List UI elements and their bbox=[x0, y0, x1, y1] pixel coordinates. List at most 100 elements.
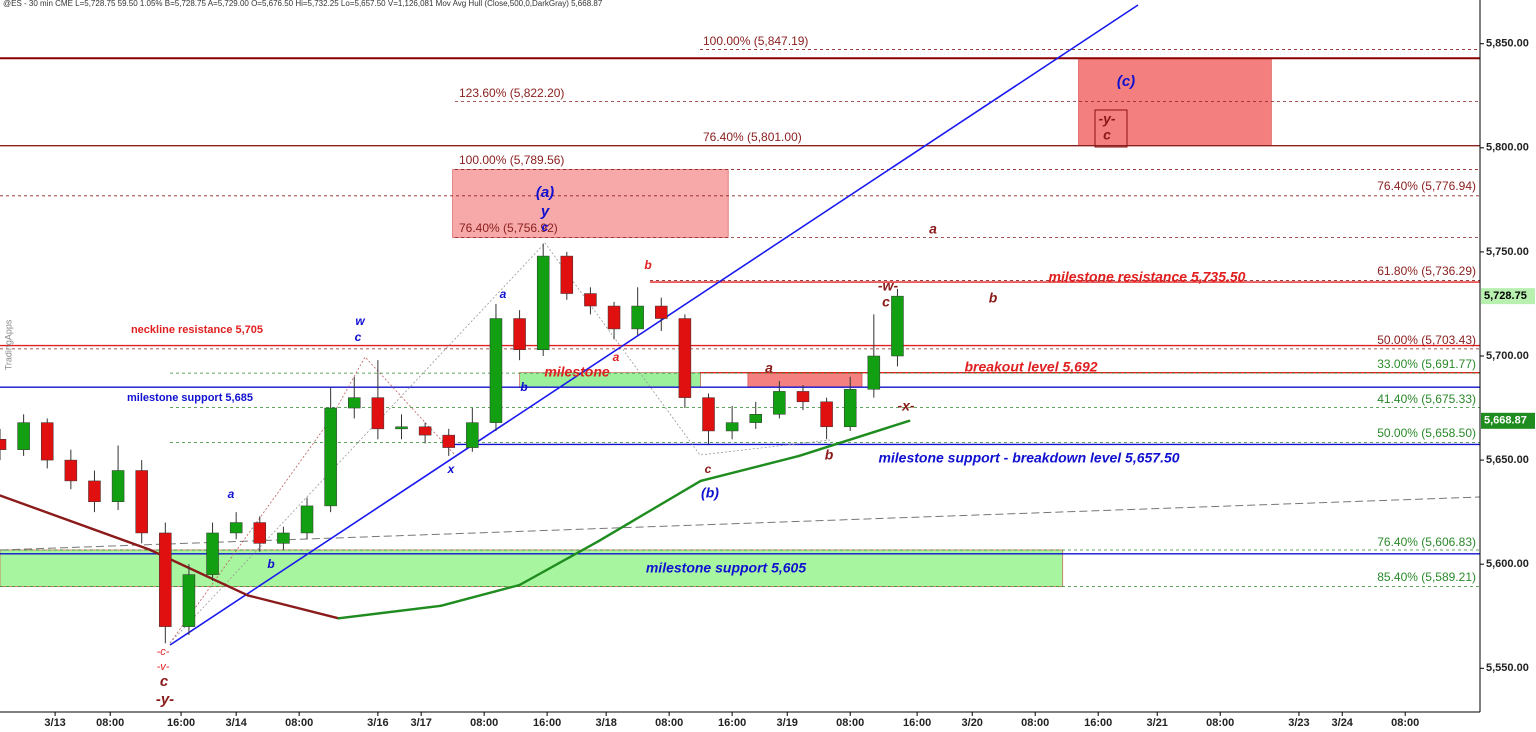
wave-label: b bbox=[520, 380, 527, 394]
candle-body bbox=[88, 480, 101, 502]
x-tick-label: 08:00 bbox=[655, 717, 683, 729]
y-tick-label: 5,550.00 bbox=[1486, 662, 1529, 674]
candle-body bbox=[489, 318, 503, 423]
wave-label: (c) bbox=[1117, 73, 1135, 90]
wave-label: b bbox=[989, 290, 998, 306]
zones bbox=[0, 57, 1272, 587]
level-label: milestone support - breakdown level 5,65… bbox=[878, 450, 1179, 466]
x-tick-label: 3/17 bbox=[410, 717, 431, 729]
candle-body bbox=[796, 391, 810, 403]
y-tick-label: 5,850.00 bbox=[1486, 38, 1529, 50]
wave-label: a bbox=[929, 221, 937, 237]
candles bbox=[0, 243, 904, 644]
level-label: 85.40% (5,589.21) bbox=[1377, 570, 1476, 584]
level-label: neckline resistance 5,705 bbox=[131, 324, 263, 336]
y-tick-label: 5,800.00 bbox=[1486, 142, 1529, 154]
level-label: milestone support 5,605 bbox=[646, 560, 806, 576]
level-label: 76.40% (5,801.00) bbox=[703, 130, 802, 144]
wave-label: -v- bbox=[157, 661, 170, 673]
candle-body bbox=[64, 459, 78, 482]
candle-body bbox=[300, 505, 314, 534]
wave-label: y bbox=[540, 203, 550, 220]
candle-body bbox=[749, 414, 762, 423]
candle-body bbox=[0, 439, 7, 450]
zone bbox=[0, 549, 1064, 587]
y-tick-label: 5,700.00 bbox=[1486, 350, 1529, 362]
price-tag-label: 5,728.75 bbox=[1484, 290, 1527, 302]
watermark: TradingApps bbox=[3, 319, 13, 370]
candle-body bbox=[135, 470, 148, 534]
candle-body bbox=[891, 295, 904, 357]
x-tick-label: 16:00 bbox=[1084, 717, 1112, 729]
wave-label: a bbox=[765, 360, 773, 376]
x-tick-label: 16:00 bbox=[903, 717, 931, 729]
level-label: 76.40% (5,756.92) bbox=[459, 221, 558, 235]
x-tick-label: 3/18 bbox=[595, 717, 616, 729]
x-tick-label: 16:00 bbox=[533, 717, 561, 729]
wave-label: b bbox=[644, 258, 651, 272]
wave-label: b bbox=[267, 557, 274, 571]
level-label: 123.60% (5,822.20) bbox=[459, 86, 564, 100]
candle-body bbox=[607, 305, 621, 330]
wave-label: c bbox=[1103, 127, 1111, 143]
wave-label: a bbox=[613, 350, 620, 364]
wave-label: -y- bbox=[156, 691, 174, 708]
candle-body bbox=[678, 318, 692, 398]
candle-body bbox=[560, 255, 574, 294]
wave-label: b bbox=[825, 447, 834, 463]
level-label: milestone resistance 5,735.50 bbox=[1049, 269, 1246, 285]
wave-label: -w- bbox=[878, 278, 899, 294]
candle-body bbox=[40, 422, 54, 461]
level-label: 50.00% (5,658.50) bbox=[1377, 426, 1476, 440]
level-label: 76.40% (5,606.83) bbox=[1377, 535, 1476, 549]
candle-body bbox=[111, 470, 125, 502]
level-label: 41.40% (5,675.33) bbox=[1377, 392, 1476, 406]
candle-body bbox=[229, 522, 243, 534]
wave-label: a bbox=[500, 287, 507, 301]
candle-body bbox=[702, 397, 715, 432]
price-tag-label: 5,668.87 bbox=[1484, 415, 1527, 427]
level-label: milestone support 5,685 bbox=[127, 392, 253, 404]
swing-line bbox=[169, 356, 456, 644]
level-label: 76.40% (5,776.94) bbox=[1377, 179, 1476, 193]
y-tick-label: 5,750.00 bbox=[1486, 246, 1529, 258]
ma-segment bbox=[518, 540, 600, 587]
candle-body bbox=[466, 422, 479, 448]
x-tick-label: 3/20 bbox=[962, 717, 983, 729]
x-tick-label: 08:00 bbox=[470, 717, 498, 729]
level-label: 100.00% (5,789.56) bbox=[459, 153, 564, 167]
wave-label: c bbox=[355, 330, 362, 344]
wave-label: -y- bbox=[1098, 111, 1115, 127]
level-label: 50.00% (5,703.43) bbox=[1377, 333, 1476, 347]
level-label: breakout level 5,692 bbox=[964, 359, 1097, 375]
candle-body bbox=[655, 305, 668, 319]
candle-body bbox=[867, 355, 881, 390]
x-tick-label: 3/19 bbox=[777, 717, 798, 729]
ma-segment bbox=[797, 419, 911, 458]
annotations: abwcxab(a)ycbac(b)ab-w-c-x-ab(c)-y-c-c--… bbox=[156, 73, 1135, 708]
candle-body bbox=[206, 532, 219, 575]
x-tick-label: 3/13 bbox=[44, 717, 65, 729]
x-tick-label: 08:00 bbox=[1021, 717, 1049, 729]
moving-average bbox=[0, 419, 911, 620]
candle-body bbox=[277, 532, 290, 544]
wave-label: (a) bbox=[536, 184, 554, 201]
levels: 100.00% (5,847.19) 123.60% (5,822.20) 76.4… bbox=[0, 34, 1480, 588]
candle-body bbox=[253, 522, 267, 544]
x-tick-label: 3/23 bbox=[1288, 717, 1309, 729]
candle-body bbox=[631, 305, 644, 330]
candle-body bbox=[536, 255, 550, 351]
ma-segment bbox=[0, 494, 151, 551]
wave-label: milestone bbox=[544, 364, 610, 380]
x-tick-label: 08:00 bbox=[836, 717, 864, 729]
price-tag bbox=[1481, 412, 1535, 429]
x-tick-label: 3/21 bbox=[1147, 717, 1168, 729]
wave-label: -c- bbox=[157, 646, 170, 658]
y-tick-label: 5,650.00 bbox=[1486, 454, 1529, 466]
trend-line bbox=[169, 4, 1139, 646]
candle-body bbox=[513, 318, 526, 351]
label-box bbox=[1094, 109, 1128, 148]
